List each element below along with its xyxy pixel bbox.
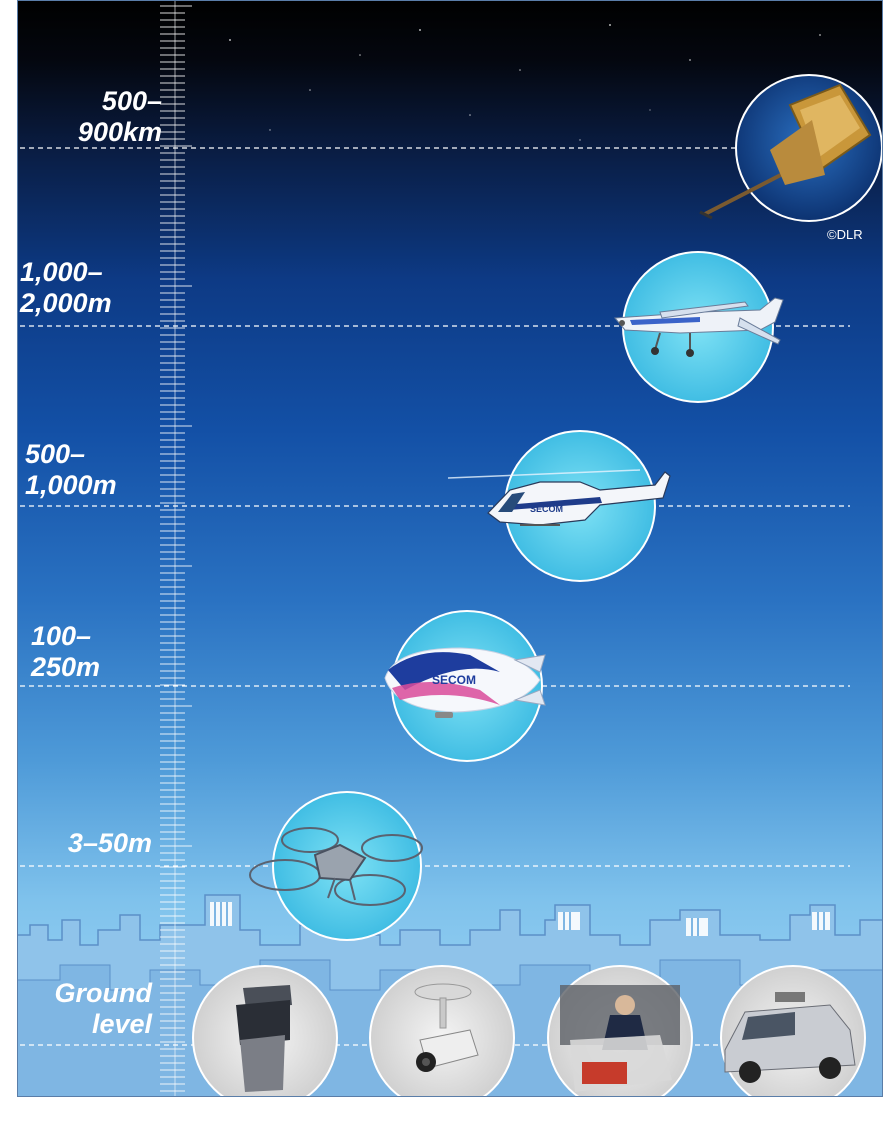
altitude-label-ground: Ground level (54, 978, 152, 1039)
airplane-circle (613, 251, 784, 403)
helicopter-icon: SECOM (447, 469, 671, 526)
ground-circle-1 (192, 965, 338, 1097)
ground-circle-3 (547, 965, 693, 1097)
image-credit: ©DLR (827, 227, 863, 242)
diagram-canvas: SECOM SECOM (17, 0, 883, 1097)
ground-circle-4 (720, 965, 866, 1097)
airship-logo: SECOM (432, 673, 476, 687)
airplane-icon (613, 297, 784, 357)
altitude-label-drone-upper: 100– 250m (31, 621, 101, 682)
altitude-ruler (160, 0, 192, 1097)
altitude-label-helicopter: 500– 1,000m (25, 439, 117, 500)
ground-circle-2 (369, 965, 515, 1097)
satellite-icon (699, 83, 872, 220)
airship-circle: SECOM (384, 610, 546, 762)
drone-icon (249, 827, 423, 906)
helicopter-circle: SECOM (447, 430, 671, 582)
satellite-circle (699, 74, 883, 222)
sensor-device-icon (236, 985, 292, 1092)
altitude-label-drone: 3–50m (67, 828, 152, 858)
altitude-label-airplane: 1,000– 2,000m (20, 257, 112, 318)
security-guard-icon (560, 985, 680, 1092)
sky-background: SECOM SECOM (17, 0, 883, 1097)
ceiling-camera-icon (414, 983, 479, 1072)
surveillance-van-icon (724, 992, 856, 1083)
airship-icon: SECOM (384, 647, 546, 718)
helicopter-logo: SECOM (530, 504, 563, 514)
altitude-label-satellite: 500– 900km (77, 86, 162, 147)
drone-circle (249, 791, 423, 941)
stars (229, 24, 821, 141)
